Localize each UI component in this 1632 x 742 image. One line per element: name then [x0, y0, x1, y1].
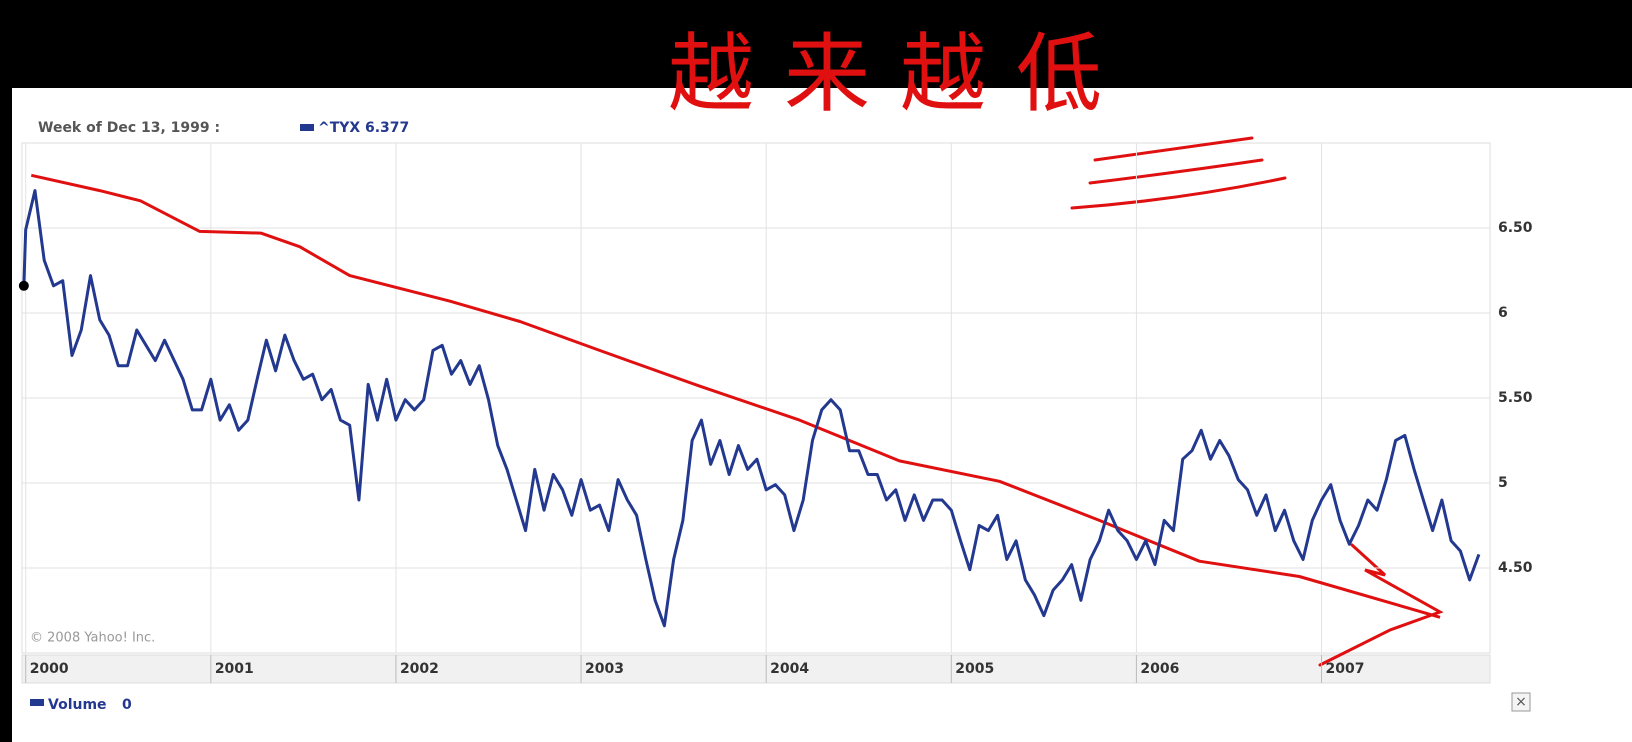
- x-tick-label: 2004: [770, 661, 809, 677]
- credit: © 2008 Yahoo! Inc.: [30, 631, 155, 646]
- x-tick-label: 2006: [1140, 661, 1179, 677]
- stroke: [1093, 136, 1254, 162]
- volume-name: Volume: [48, 697, 107, 713]
- legend-value: 6.377: [365, 120, 409, 136]
- start-point: [18, 280, 29, 291]
- x-tick-label: 2001: [215, 661, 254, 677]
- annotation: 越来越低: [668, 24, 1132, 124]
- arrow: [1318, 543, 1444, 667]
- y-tick-label: 5.50: [1498, 390, 1533, 406]
- y-tick-label: 6: [1498, 305, 1508, 321]
- stroke: [1070, 176, 1287, 210]
- plot-layer: 4.50 5 5.50 6 6.50 2000 2001 2002 2003 2004 2005 20…: [18, 143, 1533, 683]
- legend-swatch: [300, 124, 314, 131]
- stroke: [1088, 158, 1264, 185]
- close-icon[interactable]: ×: [1515, 694, 1527, 710]
- x-tick-label: 2002: [400, 661, 439, 677]
- hover-label: Week of Dec 13, 1999 :: [38, 120, 220, 136]
- volume-value: 0: [122, 697, 132, 713]
- legend-name: ^TYX: [318, 120, 360, 136]
- y-tick-label: 4.50: [1498, 560, 1533, 576]
- x-tick-label: 2005: [955, 661, 994, 677]
- x-tick-label: 2003: [585, 661, 624, 677]
- x-tick-label: 2000: [30, 661, 69, 677]
- price-line: [22, 189, 1481, 628]
- x-tick-label: 2007: [1326, 661, 1365, 677]
- y-tick-label: 5: [1498, 475, 1508, 491]
- y-tick-label: 6.50: [1498, 220, 1533, 236]
- close-button[interactable]: [1511, 692, 1531, 712]
- hand-strokes: [1070, 136, 1444, 667]
- volume-swatch: [30, 699, 44, 706]
- x-axis-strip: [21, 654, 1491, 684]
